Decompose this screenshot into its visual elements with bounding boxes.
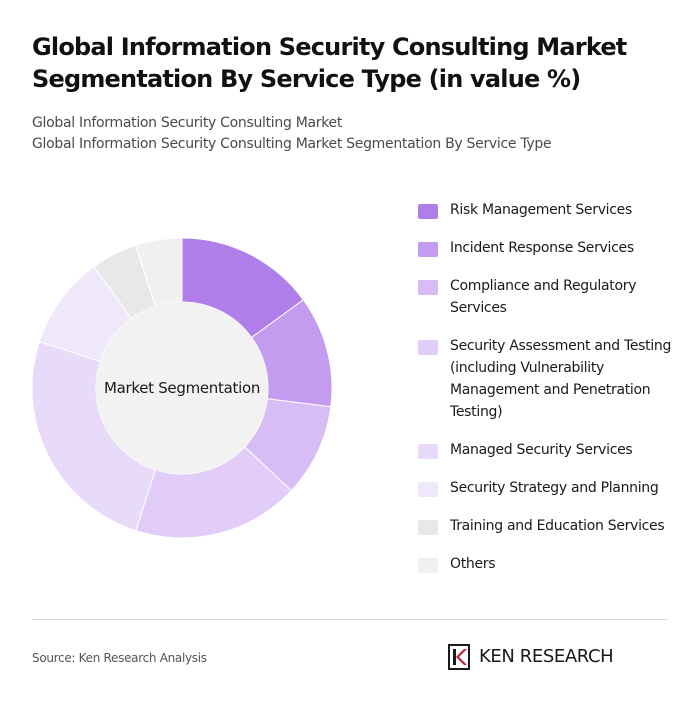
subtitle-market: Global Information Security Consulting M… — [32, 115, 343, 131]
legend-swatch — [418, 242, 438, 257]
brand-logo: KEN RESEARCH — [448, 644, 670, 670]
legend-item: Risk Management Services — [418, 199, 680, 221]
legend-item: Security Strategy and Planning — [418, 477, 680, 499]
source-note: Source: Ken Research Analysis — [32, 651, 207, 665]
chart-legend: Risk Management Services Incident Respons… — [418, 199, 680, 591]
legend-item: Compliance and Regulatory Services — [418, 275, 680, 319]
legend-item: Training and Education Services — [418, 515, 680, 537]
legend-label: Risk Management Services — [450, 202, 632, 218]
legend-label: Security Assessment and Testing (includi… — [450, 338, 672, 420]
legend-item: Security Assessment and Testing (includi… — [418, 335, 680, 423]
legend-swatch — [418, 482, 438, 497]
legend-swatch — [418, 520, 438, 535]
legend-item: Managed Security Services — [418, 439, 680, 461]
legend-item: Others — [418, 553, 680, 575]
legend-swatch — [418, 340, 438, 355]
legend-swatch — [418, 280, 438, 295]
legend-label: Training and Education Services — [450, 518, 665, 534]
legend-swatch — [418, 444, 438, 459]
legend-label: Security Strategy and Planning — [450, 480, 659, 496]
donut-chart — [31, 237, 333, 539]
donut-center-disc — [96, 302, 268, 474]
legend-swatch — [418, 204, 438, 219]
legend-label: Others — [450, 556, 496, 572]
legend-label: Incident Response Services — [450, 240, 634, 256]
legend-swatch — [418, 558, 438, 573]
legend-label: Managed Security Services — [450, 442, 633, 458]
legend-label: Compliance and Regulatory Services — [450, 278, 637, 316]
subtitle-segmentation: Global Information Security Consulting M… — [32, 136, 552, 152]
legend-item: Incident Response Services — [418, 237, 680, 259]
page-title: Global Information Security Consulting M… — [32, 33, 627, 93]
donut-center-label: Market Segmentation — [103, 379, 261, 397]
brand-name: KEN RESEARCH — [479, 646, 614, 667]
footer-divider — [32, 619, 668, 620]
ken-research-logo-icon — [448, 644, 470, 670]
